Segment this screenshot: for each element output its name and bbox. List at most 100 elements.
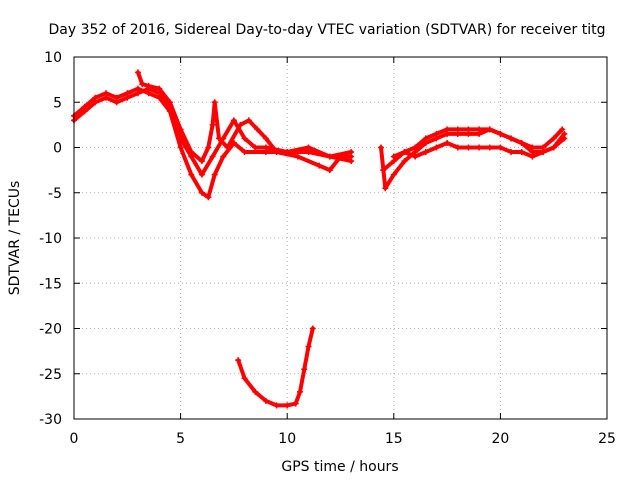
data-point bbox=[401, 149, 408, 156]
data-point bbox=[262, 135, 269, 142]
x-tick-label: 10 bbox=[278, 431, 296, 447]
data-point bbox=[412, 144, 419, 151]
data-point bbox=[113, 99, 120, 106]
y-tick-label: 5 bbox=[53, 95, 62, 111]
data-point bbox=[205, 194, 212, 201]
data-point bbox=[348, 153, 355, 160]
data-point bbox=[273, 402, 280, 409]
data-point bbox=[561, 130, 568, 137]
data-point bbox=[550, 135, 557, 142]
data-point bbox=[198, 189, 205, 196]
data-point bbox=[444, 139, 451, 146]
data-point bbox=[529, 153, 536, 160]
y-tick-label: 10 bbox=[44, 50, 62, 66]
data-point bbox=[454, 144, 461, 151]
data-point bbox=[401, 158, 408, 165]
data-point bbox=[422, 149, 429, 156]
x-tick-label: 15 bbox=[385, 431, 403, 447]
data-point bbox=[188, 171, 195, 178]
data-point bbox=[81, 108, 88, 115]
y-tick-label: -20 bbox=[39, 322, 62, 338]
x-tick-label: 5 bbox=[176, 431, 185, 447]
data-point bbox=[559, 126, 566, 133]
data-point bbox=[382, 185, 389, 192]
data-point bbox=[211, 99, 218, 106]
data-point bbox=[550, 144, 557, 151]
y-tick-label: -25 bbox=[39, 367, 62, 383]
data-point bbox=[262, 144, 269, 151]
data-point bbox=[156, 85, 163, 92]
x-tick-label: 0 bbox=[70, 431, 79, 447]
data-point bbox=[145, 82, 152, 89]
data-point bbox=[294, 153, 301, 160]
data-point bbox=[230, 117, 237, 124]
data-point bbox=[326, 153, 333, 160]
data-point bbox=[211, 171, 218, 178]
data-point bbox=[241, 375, 248, 382]
data-point bbox=[486, 144, 493, 151]
y-tick-label: -5 bbox=[48, 186, 62, 202]
data-point bbox=[305, 144, 312, 151]
data-point bbox=[337, 153, 344, 160]
plot-frame bbox=[73, 56, 608, 420]
data-point bbox=[378, 144, 385, 151]
data-point bbox=[139, 81, 146, 88]
data-point bbox=[177, 126, 184, 133]
y-tick-label: -15 bbox=[39, 276, 62, 292]
data-point bbox=[433, 130, 440, 137]
data-point bbox=[237, 121, 244, 128]
data-series bbox=[71, 69, 568, 409]
data-point bbox=[102, 94, 109, 101]
data-point bbox=[188, 149, 195, 156]
data-point bbox=[205, 144, 212, 151]
data-point bbox=[508, 135, 515, 142]
data-point bbox=[254, 126, 261, 133]
data-point bbox=[476, 126, 483, 133]
data-point bbox=[518, 139, 525, 146]
data-point bbox=[540, 149, 547, 156]
data-point bbox=[301, 366, 308, 373]
data-point bbox=[497, 130, 504, 137]
data-point bbox=[444, 126, 451, 133]
data-point bbox=[209, 121, 216, 128]
data-point bbox=[390, 153, 397, 160]
data-point bbox=[198, 158, 205, 165]
x-axis-label: GPS time / hours bbox=[281, 459, 398, 475]
data-point bbox=[390, 171, 397, 178]
data-point bbox=[177, 144, 184, 151]
data-point bbox=[198, 171, 205, 178]
data-point bbox=[92, 99, 99, 106]
data-point bbox=[224, 144, 231, 151]
data-point bbox=[252, 388, 259, 395]
y-tick-label: -10 bbox=[39, 231, 62, 247]
chart-title: Day 352 of 2016, Sidereal Day-to-day VTE… bbox=[49, 22, 606, 38]
series-line bbox=[379, 127, 565, 191]
data-point bbox=[292, 400, 299, 407]
data-point bbox=[296, 388, 303, 395]
grid bbox=[74, 57, 607, 419]
series-line bbox=[236, 326, 315, 408]
y-tick-label: -30 bbox=[39, 412, 62, 428]
data-point bbox=[215, 135, 222, 142]
data-point bbox=[476, 144, 483, 151]
data-point bbox=[273, 149, 280, 156]
data-point bbox=[209, 153, 216, 160]
data-point bbox=[508, 149, 515, 156]
data-point bbox=[220, 153, 227, 160]
data-point bbox=[134, 90, 141, 97]
data-point bbox=[465, 126, 472, 133]
data-point bbox=[465, 144, 472, 151]
data-point bbox=[241, 135, 248, 142]
data-point bbox=[326, 167, 333, 174]
data-point bbox=[241, 149, 248, 156]
data-point bbox=[380, 167, 387, 174]
data-point bbox=[305, 343, 312, 350]
data-point bbox=[252, 144, 259, 151]
data-point bbox=[497, 144, 504, 151]
data-point bbox=[262, 397, 269, 404]
data-point bbox=[284, 402, 291, 409]
data-point bbox=[316, 162, 323, 169]
data-point bbox=[433, 144, 440, 151]
data-point bbox=[134, 69, 141, 76]
y-tick-label: 0 bbox=[53, 141, 62, 157]
